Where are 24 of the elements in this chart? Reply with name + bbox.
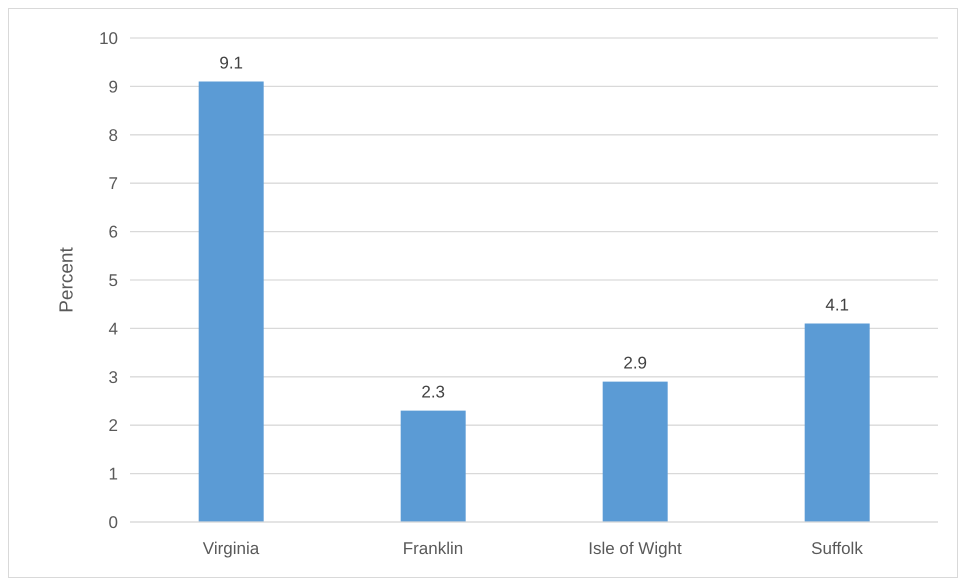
y-axis-title: Percent xyxy=(56,246,78,313)
x-tick-label: Suffolk xyxy=(811,539,864,558)
x-tick-label: Isle of Wight xyxy=(588,539,682,558)
y-tick-label: 7 xyxy=(108,174,118,194)
y-tick-label: 10 xyxy=(99,29,118,48)
y-tick-label: 0 xyxy=(108,513,118,532)
data-label: 2.9 xyxy=(623,354,647,373)
bar xyxy=(198,82,264,522)
y-tick-label: 4 xyxy=(108,319,118,338)
y-tick-label: 6 xyxy=(108,222,118,242)
data-label: 4.1 xyxy=(825,296,849,315)
x-tick-label: Franklin xyxy=(402,539,464,558)
bar xyxy=(400,410,466,522)
bar xyxy=(804,324,870,522)
data-label: 2.3 xyxy=(421,382,445,402)
y-tick-label: 5 xyxy=(108,271,118,290)
y-tick-label: 9 xyxy=(108,77,118,96)
data-label: 9.1 xyxy=(219,54,243,73)
bar xyxy=(602,382,668,522)
y-tick-label: 3 xyxy=(108,368,118,387)
y-tick-label: 1 xyxy=(108,464,118,484)
x-tick-label: Virginia xyxy=(202,539,260,558)
y-tick-label: 2 xyxy=(108,416,118,436)
y-tick-label: 8 xyxy=(108,126,118,145)
